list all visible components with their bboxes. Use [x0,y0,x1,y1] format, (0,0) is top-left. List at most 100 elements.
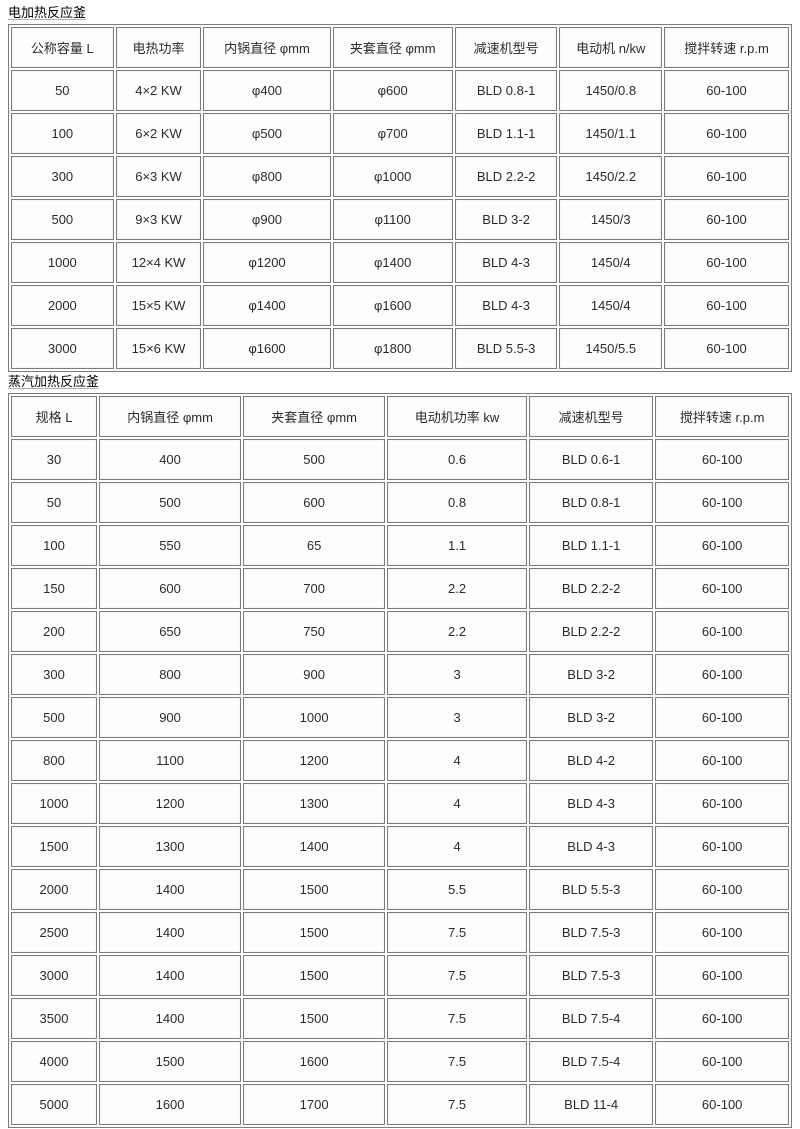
header-row: 公称容量 L 电热功率 内锅直径 φmm 夹套直径 φmm 减速机型号 电动机 n/kw 搅… [11,27,789,68]
table-cell: BLD 4-3 [528,826,654,867]
table-cell: 5000 [11,1084,98,1125]
table-cell: 60-100 [655,611,789,652]
table-cell: 0.6 [387,439,527,480]
header-row: 规格 L 内锅直径 φmm 夹套直径 φmm 电动机功率 kw 减速机型号 搅拌转速 r.… [11,396,789,437]
header-cell: 规格 L [11,396,98,437]
table-cell: φ1200 [203,242,331,283]
table-cell: 550 [99,525,242,566]
table-cell: 1450/5.5 [559,328,663,369]
table-cell: 4 [387,783,527,824]
table-cell: 60-100 [655,998,789,1039]
table-row: 2000 1400 1500 5.5 BLD 5.5-3 60-100 [11,869,789,910]
table-cell: 1400 [99,869,242,910]
table-cell: BLD 4-3 [454,285,558,326]
table-cell: 1.1 [387,525,527,566]
table-cell: 600 [99,568,242,609]
table-cell: 60-100 [655,912,789,953]
table-cell: BLD 4-2 [528,740,654,781]
header-cell: 搅拌转速 r.p.m [655,396,789,437]
header-cell: 公称容量 L [11,27,114,68]
table-cell: φ800 [203,156,331,197]
table-cell: 500 [99,482,242,523]
table-cell: BLD 2.2-2 [528,568,654,609]
table-cell: 1000 [11,783,98,824]
table-cell: 6×2 KW [115,113,202,154]
table-cell: 60-100 [655,697,789,738]
table-cell: 60-100 [664,113,789,154]
table-cell: 3000 [11,328,114,369]
header-cell: 电动机功率 kw [387,396,527,437]
table-cell: 60-100 [655,482,789,523]
table-cell: 30 [11,439,98,480]
table-cell: 1000 [243,697,386,738]
table-cell: φ1000 [332,156,453,197]
electric-heating-table-title: 电加热反应釜 [8,5,87,20]
table-cell: 1500 [243,955,386,996]
table-row: 300 6×3 KW φ800 φ1000 BLD 2.2-2 1450/2.2 60-10… [11,156,789,197]
table-cell: 12×4 KW [115,242,202,283]
table-cell: 1450/2.2 [559,156,663,197]
table-cell: 200 [11,611,98,652]
table-cell: 60-100 [664,70,789,111]
table-cell: 60-100 [664,285,789,326]
table-cell: 700 [243,568,386,609]
table-cell: 60-100 [664,156,789,197]
table-cell: 1500 [243,869,386,910]
table-row: 1000 12×4 KW φ1200 φ1400 BLD 4-3 1450/4 60-100 [11,242,789,283]
table-cell: 60-100 [655,1084,789,1125]
header-cell: 电动机 n/kw [559,27,663,68]
table-cell: φ1100 [332,199,453,240]
table-cell: 300 [11,654,98,695]
table-row: 150 600 700 2.2 BLD 2.2-2 60-100 [11,568,789,609]
electric-heating-spec-table: 公称容量 L 电热功率 内锅直径 φmm 夹套直径 φmm 减速机型号 电动机 n/kw 搅… [8,24,792,372]
table-cell: 4000 [11,1041,98,1082]
table-cell: 4×2 KW [115,70,202,111]
table-cell: 60-100 [655,740,789,781]
table-cell: 1500 [243,912,386,953]
table-cell: 65 [243,525,386,566]
table-cell: BLD 3-2 [454,199,558,240]
header-cell: 减速机型号 [528,396,654,437]
table-cell: 1000 [11,242,114,283]
table-row: 30 400 500 0.6 BLD 0.6-1 60-100 [11,439,789,480]
table-cell: 50 [11,70,114,111]
table-cell: 60-100 [655,568,789,609]
table-cell: 650 [99,611,242,652]
header-cell: 夹套直径 φmm [243,396,386,437]
table-cell: 4 [387,740,527,781]
table-cell: 1500 [99,1041,242,1082]
table-cell: 3 [387,654,527,695]
header-cell: 电热功率 [115,27,202,68]
table-cell: 500 [11,697,98,738]
table-cell: 60-100 [655,783,789,824]
table-cell: φ400 [203,70,331,111]
table-cell: 100 [11,525,98,566]
table-cell: 1200 [243,740,386,781]
table-cell: BLD 1.1-1 [528,525,654,566]
table-cell: BLD 2.2-2 [528,611,654,652]
table-cell: 4 [387,826,527,867]
table-row: 1500 1300 1400 4 BLD 4-3 60-100 [11,826,789,867]
table-cell: 3000 [11,955,98,996]
table-cell: 1450/4 [559,285,663,326]
table-cell: BLD 0.8-1 [454,70,558,111]
table-cell: 60-100 [655,654,789,695]
header-cell: 减速机型号 [454,27,558,68]
table-cell: 1400 [99,998,242,1039]
table-cell: 0.8 [387,482,527,523]
table-row: 50 500 600 0.8 BLD 0.8-1 60-100 [11,482,789,523]
table-cell: 500 [11,199,114,240]
table-cell: 60-100 [655,1041,789,1082]
table-cell: 2500 [11,912,98,953]
table-cell: 400 [99,439,242,480]
table-cell: BLD 4-3 [528,783,654,824]
table-cell: 2000 [11,285,114,326]
table-cell: 900 [99,697,242,738]
table-cell: φ600 [332,70,453,111]
table-row: 800 1100 1200 4 BLD 4-2 60-100 [11,740,789,781]
table-cell: BLD 11-4 [528,1084,654,1125]
table-cell: 60-100 [655,955,789,996]
table-cell: 600 [243,482,386,523]
table-cell: 300 [11,156,114,197]
